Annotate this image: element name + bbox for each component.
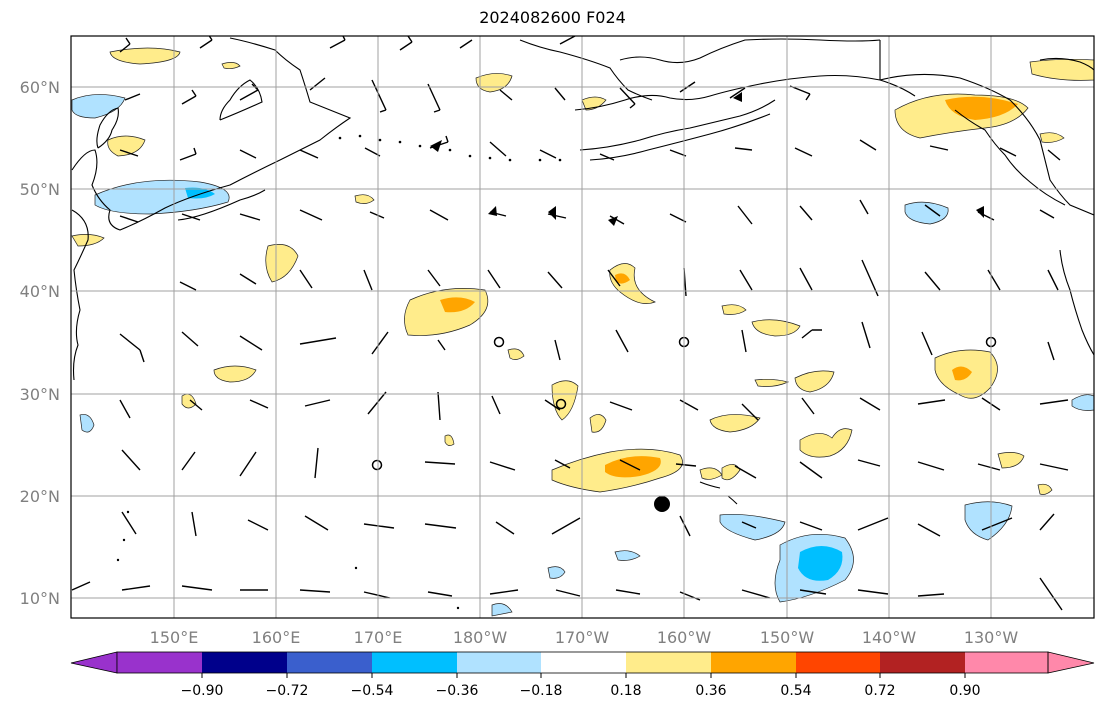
storm-center-marker [654, 496, 670, 512]
colorbar-label: −0.90 [181, 683, 224, 699]
colorbar-swatch [711, 652, 796, 673]
colorbar-swatch [287, 652, 372, 673]
lat-label: 10°N [20, 589, 60, 608]
colorbar-swatch [457, 652, 541, 673]
coastlines [71, 37, 1094, 505]
lat-label: 40°N [20, 282, 60, 301]
colorbar-swatch [202, 652, 287, 673]
longitude-labels: 150°E 160°E 170°E 180°W 170°W 160°W 150°… [150, 628, 1019, 647]
colorbar-extend-low [70, 651, 118, 674]
colorbar-label: 0.90 [949, 683, 980, 699]
islands [116, 134, 562, 610]
colorbar-swatch [372, 652, 457, 673]
colorbar-swatch [626, 652, 711, 673]
lon-label: 130°W [964, 628, 1019, 647]
lon-label: 160°E [252, 628, 301, 647]
colorbar-label: 0.72 [864, 683, 895, 699]
colorbar-extend-high [1047, 651, 1095, 674]
colorbar-swatch [880, 652, 965, 673]
colorbar-label: −0.54 [351, 683, 394, 699]
lon-label: 150°W [760, 628, 815, 647]
lon-label: 180°W [453, 628, 508, 647]
colorbar: −0.90 −0.72 −0.54 −0.36 −0.18 0.18 0.36 … [70, 651, 1095, 699]
lat-label: 50°N [20, 180, 60, 199]
flag-barbs [430, 92, 984, 226]
colorbar-label: 0.18 [610, 683, 641, 699]
colorbar-label: 0.54 [780, 683, 811, 699]
lon-label: 140°W [862, 628, 917, 647]
colorbar-label: −0.36 [436, 683, 479, 699]
map-frame [70, 35, 1095, 619]
lon-label: 150°E [150, 628, 199, 647]
colorbar-label: −0.72 [266, 683, 309, 699]
colorbar-label: −0.18 [520, 683, 563, 699]
colorbar-label: 0.36 [695, 683, 726, 699]
colorbar-swatch [117, 652, 202, 673]
colorbar-outline [116, 651, 1049, 674]
colorbar-swatch [796, 652, 880, 673]
map-title: 2024082600 F024 [479, 8, 626, 27]
lat-label: 20°N [20, 487, 60, 506]
colorbar-swatch [541, 652, 626, 673]
lon-label: 170°W [555, 628, 610, 647]
lon-label: 170°E [354, 628, 403, 647]
gridlines [71, 36, 1094, 618]
lon-label: 160°W [657, 628, 712, 647]
anomaly-shading [71, 47, 1094, 617]
colorbar-swatch [965, 652, 1048, 673]
lat-label: 60°N [20, 78, 60, 97]
latitude-labels: 60°N 50°N 40°N 30°N 20°N 10°N [20, 78, 60, 608]
lat-label: 30°N [20, 385, 60, 404]
